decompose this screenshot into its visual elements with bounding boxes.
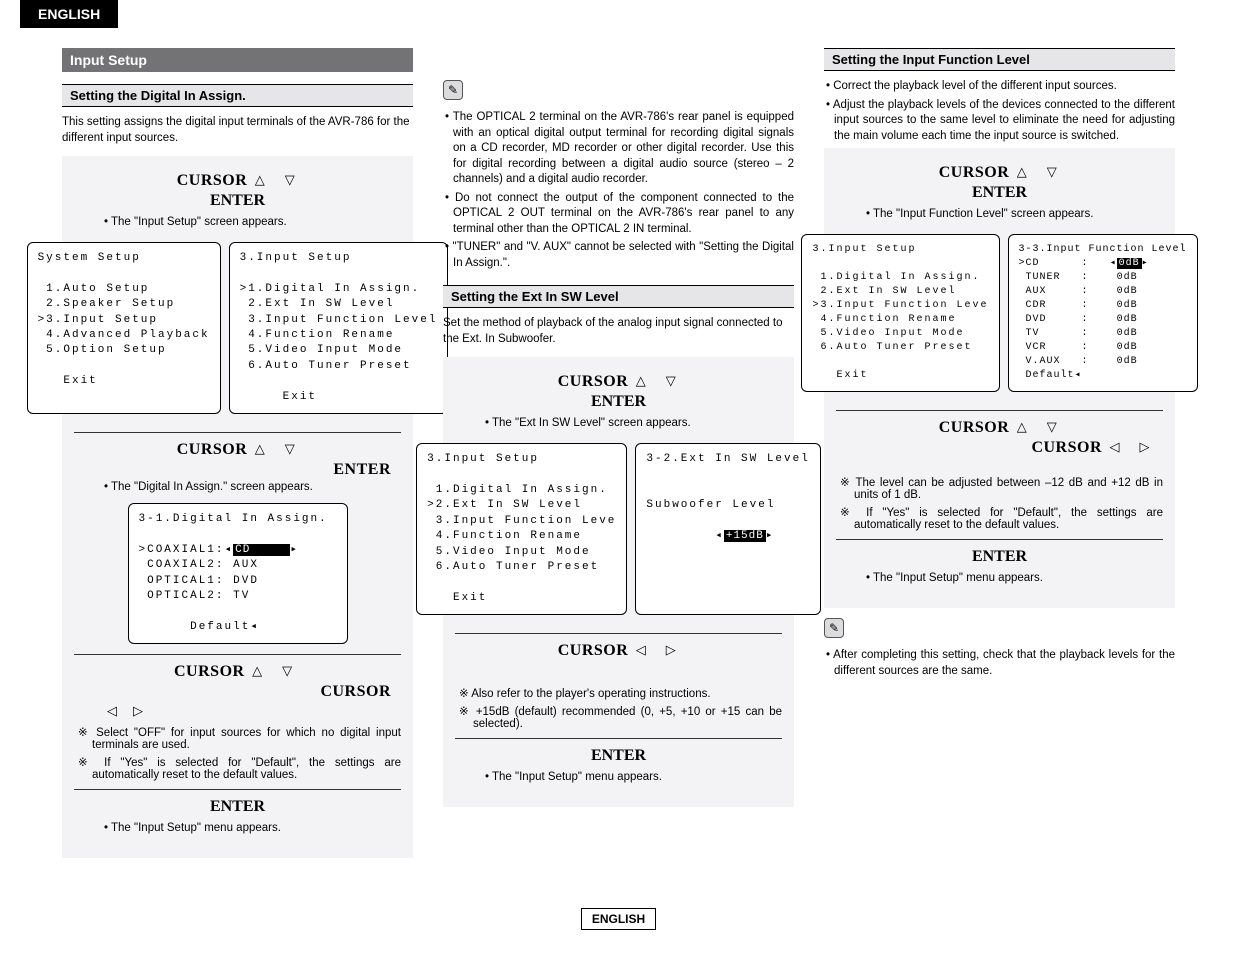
enter-label: ENTER — [836, 184, 1163, 202]
sub-title-digital-in: Setting the Digital In Assign. — [62, 84, 413, 107]
pencil-note-icon: ✎ — [443, 80, 463, 100]
star-note: The level can be adjusted between –12 dB… — [854, 475, 1163, 501]
sub-title-ext-in-sw: Setting the Ext In SW Level — [443, 285, 794, 308]
note-block: After completing this setting, check tha… — [824, 648, 1175, 679]
triangle-right-icon: ▷ — [1140, 439, 1151, 454]
enter-label: ENTER — [74, 192, 401, 210]
osd-screen-input-function-level: 3-3.Input Function Level >CD : ◂0dB▸ TUN… — [1008, 234, 1198, 392]
cursor-label: CURSOR ◁ ▷ — [455, 642, 782, 660]
osd-screen-input-setup: 3.Input Setup 1.Digital In Assign. 2.Ext… — [801, 234, 999, 392]
triangle-left-icon: ◁ — [1110, 439, 1121, 454]
enter-label: ENTER — [455, 393, 782, 411]
star-note: +15dB (default) recommended (0, +5, +10 … — [473, 704, 782, 730]
caption: The "Input Function Level" screen appear… — [866, 208, 1163, 220]
triangle-down-icon: ▽ — [1047, 419, 1058, 434]
star-notes: The level can be adjusted between –12 dB… — [836, 475, 1163, 531]
osd-screen-input-setup: 3.Input Setup 1.Digital In Assign. >2.Ex… — [416, 443, 627, 615]
note-item: "TUNER" and "V. AUX" cannot be selected … — [453, 240, 794, 271]
triangle-left-icon: ◁ — [107, 703, 117, 718]
caption: The "Input Setup" menu appears. — [104, 822, 401, 834]
cursor-label: CURSOR — [74, 683, 401, 701]
triangle-up-icon: △ — [1017, 164, 1028, 179]
note-block: The OPTICAL 2 terminal on the AVR-786's … — [443, 110, 794, 271]
footer-label: ENGLISH — [581, 908, 656, 930]
column-1: Input Setup Setting the Digital In Assig… — [62, 48, 413, 858]
footer: ENGLISH — [0, 888, 1237, 940]
triangle-up-icon: △ — [1017, 419, 1028, 434]
cursor-label: CURSOR △ ▽ — [74, 441, 401, 459]
enter-label: ENTER — [455, 747, 782, 765]
note-item: The OPTICAL 2 terminal on the AVR-786's … — [453, 110, 794, 188]
triangle-right-icon: ▷ — [133, 703, 143, 718]
cursor-label: CURSOR ◁ ▷ — [836, 439, 1163, 457]
star-notes: Select "OFF" for input sources for which… — [74, 725, 401, 781]
cursor-label: CURSOR △ ▽ — [74, 663, 401, 681]
intro-bullets: Correct the playback level of the differ… — [824, 79, 1175, 144]
section-title: Input Setup — [62, 48, 413, 72]
enter-label: ENTER — [836, 548, 1163, 566]
star-note: Select "OFF" for input sources for which… — [92, 725, 401, 751]
triangle-up-icon: △ — [636, 373, 647, 388]
caption: The "Input Setup" menu appears. — [866, 572, 1163, 584]
page-body: Input Setup Setting the Digital In Assig… — [0, 38, 1237, 888]
note-item: After completing this setting, check tha… — [834, 648, 1175, 679]
caption: The "Input Setup" screen appears. — [104, 216, 401, 228]
pencil-note-icon: ✎ — [824, 618, 844, 638]
enter-label: ENTER — [74, 461, 401, 479]
english-tab: ENGLISH — [20, 0, 118, 28]
triangle-down-icon: ▽ — [282, 663, 293, 678]
procedure-box-1: CURSOR △ ▽ ENTER The "Input Setup" scree… — [62, 156, 413, 858]
star-notes: Also refer to the player's operating ins… — [455, 686, 782, 730]
procedure-box-2: CURSOR △ ▽ ENTER The "Ext In SW Level" s… — [443, 357, 794, 807]
column-3: Setting the Input Function Level Correct… — [824, 48, 1175, 858]
intro-text: This setting assigns the digital input t… — [62, 115, 413, 146]
triangle-right-icon: ▷ — [666, 642, 677, 657]
triangle-down-icon: ▽ — [666, 373, 677, 388]
procedure-box-3: CURSOR △ ▽ ENTER The "Input Function Lev… — [824, 148, 1175, 608]
note-item: Do not connect the output of the compone… — [453, 191, 794, 238]
cursor-label: CURSOR △ ▽ — [836, 164, 1163, 182]
enter-label: ENTER — [74, 798, 401, 816]
star-note: Also refer to the player's operating ins… — [473, 686, 782, 700]
cursor-label: CURSOR △ ▽ — [836, 419, 1163, 437]
sub-title-input-function-level: Setting the Input Function Level — [824, 48, 1175, 71]
osd-screen-digital-in-assign: 3-1.Digital In Assign. >COAXIAL1:◂CD ▸ C… — [128, 503, 348, 644]
triangle-up-icon: △ — [252, 663, 263, 678]
triangle-up-icon: △ — [255, 172, 266, 187]
caption: The "Input Setup" menu appears. — [485, 771, 782, 783]
triangle-down-icon: ▽ — [285, 441, 296, 456]
intro-bullet: Correct the playback level of the differ… — [834, 79, 1175, 95]
cursor-label: CURSOR △ ▽ — [74, 172, 401, 190]
intro-bullet: Adjust the playback levels of the device… — [834, 98, 1175, 145]
triangle-down-icon: ▽ — [1047, 164, 1058, 179]
caption: The "Ext In SW Level" screen appears. — [485, 417, 782, 429]
column-2: ✎ The OPTICAL 2 terminal on the AVR-786'… — [443, 48, 794, 858]
intro-text: Set the method of playback of the analog… — [443, 316, 794, 347]
triangle-left-icon: ◁ — [636, 642, 647, 657]
triangle-up-icon: △ — [255, 441, 266, 456]
caption: The "Digital In Assign." screen appears. — [104, 481, 401, 493]
cursor-label: CURSOR △ ▽ — [455, 373, 782, 391]
star-note: If "Yes" is selected for "Default", the … — [854, 505, 1163, 531]
osd-screen-ext-in-sw: 3-2.Ext In SW Level Subwoofer Level ◂+15… — [635, 443, 820, 615]
triangle-down-icon: ▽ — [285, 172, 296, 187]
osd-screen-input-setup: 3.Input Setup >1.Digital In Assign. 2.Ex… — [229, 242, 449, 414]
star-note: If "Yes" is selected for "Default", the … — [92, 755, 401, 781]
osd-screen-system-setup: System Setup 1.Auto Setup 2.Speaker Setu… — [27, 242, 221, 414]
